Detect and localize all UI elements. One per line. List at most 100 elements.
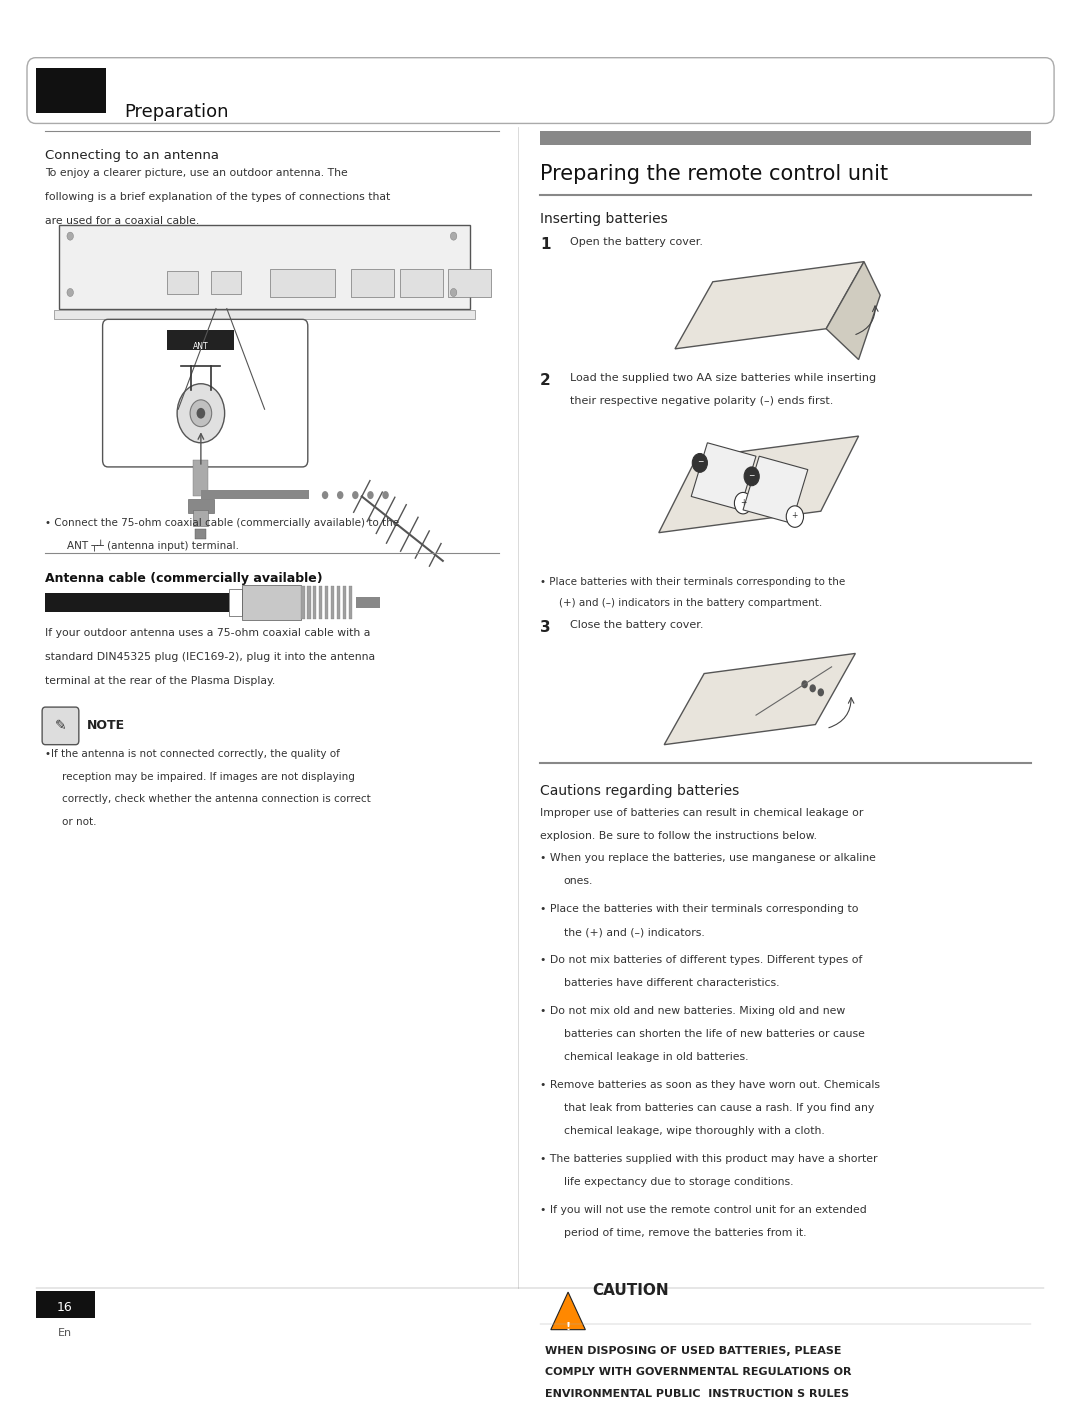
Bar — [337, 587, 340, 619]
Bar — [167, 272, 198, 294]
Text: • Remove batteries as soon as they have worn out. Chemicals: • Remove batteries as soon as they have … — [540, 1081, 880, 1090]
Text: 1: 1 — [540, 238, 551, 252]
Text: life expectancy due to storage conditions.: life expectancy due to storage condition… — [564, 1176, 793, 1186]
Circle shape — [67, 232, 73, 241]
Text: Load the supplied two AA size batteries while inserting: Load the supplied two AA size batteries … — [570, 373, 876, 383]
Text: • If you will not use the remote control unit for an extended: • If you will not use the remote control… — [540, 1204, 867, 1214]
FancyBboxPatch shape — [42, 708, 79, 744]
Text: ENVIRONMENTAL PUBLIC  INSTRUCTION S RULES: ENVIRONMENTAL PUBLIC INSTRUCTION S RULES — [545, 1389, 850, 1399]
Text: To enjoy a clearer picture, use an outdoor antenna. The: To enjoy a clearer picture, use an outdo… — [45, 167, 348, 177]
Bar — [188, 499, 214, 512]
Text: correctly, check whether the antenna connection is correct: correctly, check whether the antenna con… — [62, 795, 370, 805]
Circle shape — [197, 408, 205, 419]
Bar — [351, 269, 394, 297]
Circle shape — [352, 491, 359, 499]
Bar — [325, 587, 328, 619]
Circle shape — [734, 492, 752, 514]
Text: terminal at the rear of the Plasma Display.: terminal at the rear of the Plasma Displ… — [45, 677, 275, 687]
Text: explosion. Be sure to follow the instructions below.: explosion. Be sure to follow the instruc… — [540, 830, 816, 840]
Text: Antenna cable (commercially available): Antenna cable (commercially available) — [45, 571, 323, 584]
Text: period of time, remove the batteries from it.: period of time, remove the batteries fro… — [564, 1228, 807, 1238]
Text: 05: 05 — [58, 101, 82, 120]
Circle shape — [337, 491, 343, 499]
Circle shape — [786, 507, 804, 528]
Text: Inserting batteries: Inserting batteries — [540, 212, 667, 227]
Text: chemical leakage, wipe thoroughly with a cloth.: chemical leakage, wipe thoroughly with a… — [564, 1126, 824, 1135]
Text: Open the battery cover.: Open the battery cover. — [570, 238, 703, 248]
Text: • Do not mix old and new batteries. Mixing old and new: • Do not mix old and new batteries. Mixi… — [540, 1006, 846, 1016]
Text: En: En — [57, 1328, 72, 1338]
Text: ANT: ANT — [193, 342, 208, 352]
Circle shape — [190, 400, 212, 426]
Polygon shape — [675, 262, 864, 349]
Bar — [45, 594, 229, 612]
Bar — [307, 587, 311, 619]
Text: • The batteries supplied with this product may have a shorter: • The batteries supplied with this produ… — [540, 1154, 877, 1164]
Text: (+) and (–) indicators in the battery compartment.: (+) and (–) indicators in the battery co… — [559, 598, 823, 608]
Bar — [211, 272, 241, 294]
Bar — [313, 587, 316, 619]
Text: Close the battery cover.: Close the battery cover. — [570, 620, 704, 630]
Text: CAUTION: CAUTION — [592, 1283, 669, 1297]
Text: batteries can shorten the life of new batteries or cause: batteries can shorten the life of new ba… — [564, 1029, 865, 1040]
Bar — [448, 269, 491, 297]
Text: their respective negative polarity (–) ends first.: their respective negative polarity (–) e… — [570, 395, 834, 405]
Polygon shape — [826, 262, 880, 360]
Text: batteries have different characteristics.: batteries have different characteristics… — [564, 978, 780, 988]
Text: ones.: ones. — [564, 877, 593, 886]
Polygon shape — [743, 456, 808, 523]
Text: COMPLY WITH GOVERNMENTAL REGULATIONS OR: COMPLY WITH GOVERNMENTAL REGULATIONS OR — [545, 1368, 852, 1377]
Text: reception may be impaired. If images are not displaying: reception may be impaired. If images are… — [62, 771, 354, 781]
Text: Improper use of batteries can result in chemical leakage or: Improper use of batteries can result in … — [540, 808, 863, 817]
Text: following is a brief explanation of the types of connections that: following is a brief explanation of the … — [45, 191, 391, 201]
Bar — [167, 331, 234, 350]
Bar — [201, 490, 309, 499]
Bar — [193, 509, 208, 526]
Bar — [195, 529, 206, 539]
Polygon shape — [664, 653, 855, 744]
Text: −: − — [697, 457, 703, 467]
Bar — [540, 1276, 1031, 1390]
Bar — [59, 225, 470, 308]
Text: ANT ┬┴ (antenna input) terminal.: ANT ┬┴ (antenna input) terminal. — [67, 539, 239, 552]
Bar — [36, 1290, 95, 1317]
Text: +: + — [740, 498, 746, 507]
Text: standard DIN45325 plug (IEC169-2), plug it into the antenna: standard DIN45325 plug (IEC169-2), plug … — [45, 651, 376, 663]
Circle shape — [692, 453, 707, 473]
Polygon shape — [691, 443, 756, 509]
Circle shape — [818, 688, 824, 696]
Circle shape — [744, 467, 759, 485]
Text: −: − — [748, 471, 755, 480]
Text: or not.: or not. — [62, 817, 96, 827]
Circle shape — [177, 384, 225, 443]
Text: If your outdoor antenna uses a 75-ohm coaxial cable with a: If your outdoor antenna uses a 75-ohm co… — [45, 628, 370, 637]
Polygon shape — [659, 436, 859, 533]
Text: 2: 2 — [540, 373, 551, 388]
Circle shape — [450, 232, 457, 241]
Bar — [342, 587, 346, 619]
Circle shape — [810, 684, 816, 692]
Circle shape — [67, 288, 73, 297]
Text: that leak from batteries can cause a rash. If you find any: that leak from batteries can cause a ras… — [564, 1103, 874, 1113]
Circle shape — [322, 491, 328, 499]
Bar — [193, 460, 208, 497]
Bar — [330, 587, 335, 619]
Text: !: ! — [566, 1321, 570, 1331]
Bar — [229, 590, 242, 616]
Text: •If the antenna is not connected correctly, the quality of: •If the antenna is not connected correct… — [45, 749, 340, 758]
Bar — [356, 597, 380, 608]
Text: NOTE: NOTE — [86, 719, 124, 732]
Text: chemical leakage in old batteries.: chemical leakage in old batteries. — [564, 1052, 748, 1062]
Text: ✎: ✎ — [55, 719, 66, 733]
Text: WHEN DISPOSING OF USED BATTERIES, PLEASE: WHEN DISPOSING OF USED BATTERIES, PLEASE — [545, 1345, 842, 1356]
Text: • Place batteries with their terminals corresponding to the: • Place batteries with their terminals c… — [540, 577, 846, 587]
Text: • Connect the 75-ohm coaxial cable (commercially available) to the: • Connect the 75-ohm coaxial cable (comm… — [45, 518, 400, 528]
FancyBboxPatch shape — [103, 319, 308, 467]
Circle shape — [367, 491, 374, 499]
Text: the (+) and (–) indicators.: the (+) and (–) indicators. — [564, 927, 704, 937]
Text: Preparation: Preparation — [124, 103, 229, 121]
Circle shape — [801, 680, 808, 688]
Circle shape — [450, 288, 457, 297]
Bar — [349, 587, 352, 619]
Text: Connecting to an antenna: Connecting to an antenna — [45, 149, 219, 162]
